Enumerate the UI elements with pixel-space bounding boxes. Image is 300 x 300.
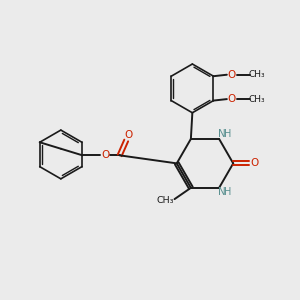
- Text: O: O: [228, 70, 236, 80]
- Text: N: N: [218, 187, 225, 197]
- Text: CH₃: CH₃: [156, 196, 174, 205]
- Text: O: O: [101, 150, 110, 160]
- Text: H: H: [224, 130, 232, 140]
- Text: O: O: [124, 130, 132, 140]
- Text: CH₃: CH₃: [249, 94, 266, 103]
- Text: O: O: [250, 158, 258, 168]
- Text: O: O: [228, 94, 236, 104]
- Text: N: N: [218, 130, 225, 140]
- Text: H: H: [224, 187, 232, 197]
- Text: CH₃: CH₃: [249, 70, 266, 79]
